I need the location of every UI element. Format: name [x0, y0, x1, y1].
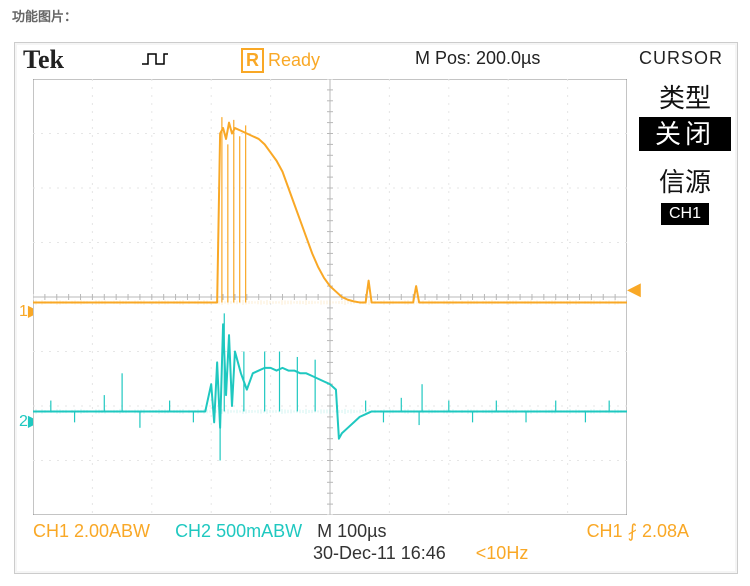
page-root: 功能图片： Tek RReady M Pos: 200.0µs CURSOR 类…	[0, 0, 750, 586]
status-letter: R	[241, 48, 264, 73]
menu-type-value-off[interactable]: 关闭	[639, 117, 731, 151]
trigger-freq-readout: <10Hz	[476, 543, 529, 563]
status-text: Ready	[268, 50, 320, 70]
menu-type-label[interactable]: 类型	[639, 79, 731, 117]
page-heading: 功能图片：	[12, 6, 77, 25]
menu-title: CURSOR	[639, 48, 723, 69]
ch2-scale-readout: CH2 500mABW	[175, 521, 302, 541]
datetime-readout: 30-Dec-11 16:46	[313, 543, 446, 563]
timebase-readout: M 100µs	[317, 521, 386, 541]
source-channel-badge: CH1	[661, 203, 709, 225]
trigger-level-marker: ◀	[627, 279, 641, 300]
waveform-plot	[33, 79, 627, 515]
oscilloscope-screenshot: Tek RReady M Pos: 200.0µs CURSOR 类型 关闭 信…	[14, 42, 738, 574]
m-position-readout: M Pos: 200.0µs	[415, 48, 540, 69]
acquisition-status: RReady	[241, 48, 320, 73]
footer-row-1: CH1 2.00ABW CH2 500mABW M 100µs CH1 ⨏ 2.…	[33, 521, 689, 542]
scope-top-bar: Tek RReady M Pos: 200.0µs CURSOR	[15, 43, 737, 77]
side-menu: 类型 关闭 信源 CH1	[639, 79, 731, 225]
ch1-trigger-readout: CH1 ⨏ 2.08A	[587, 521, 689, 541]
ch1-scale-readout: CH1 2.00ABW	[33, 521, 150, 541]
menu-source-value[interactable]: CH1	[639, 201, 731, 225]
menu-source-label[interactable]: 信源	[639, 163, 731, 201]
brand-logo: Tek	[23, 45, 64, 75]
footer-row-2: 30-Dec-11 16:46 <10Hz	[33, 543, 528, 564]
trigger-coupling-icon	[140, 49, 180, 70]
